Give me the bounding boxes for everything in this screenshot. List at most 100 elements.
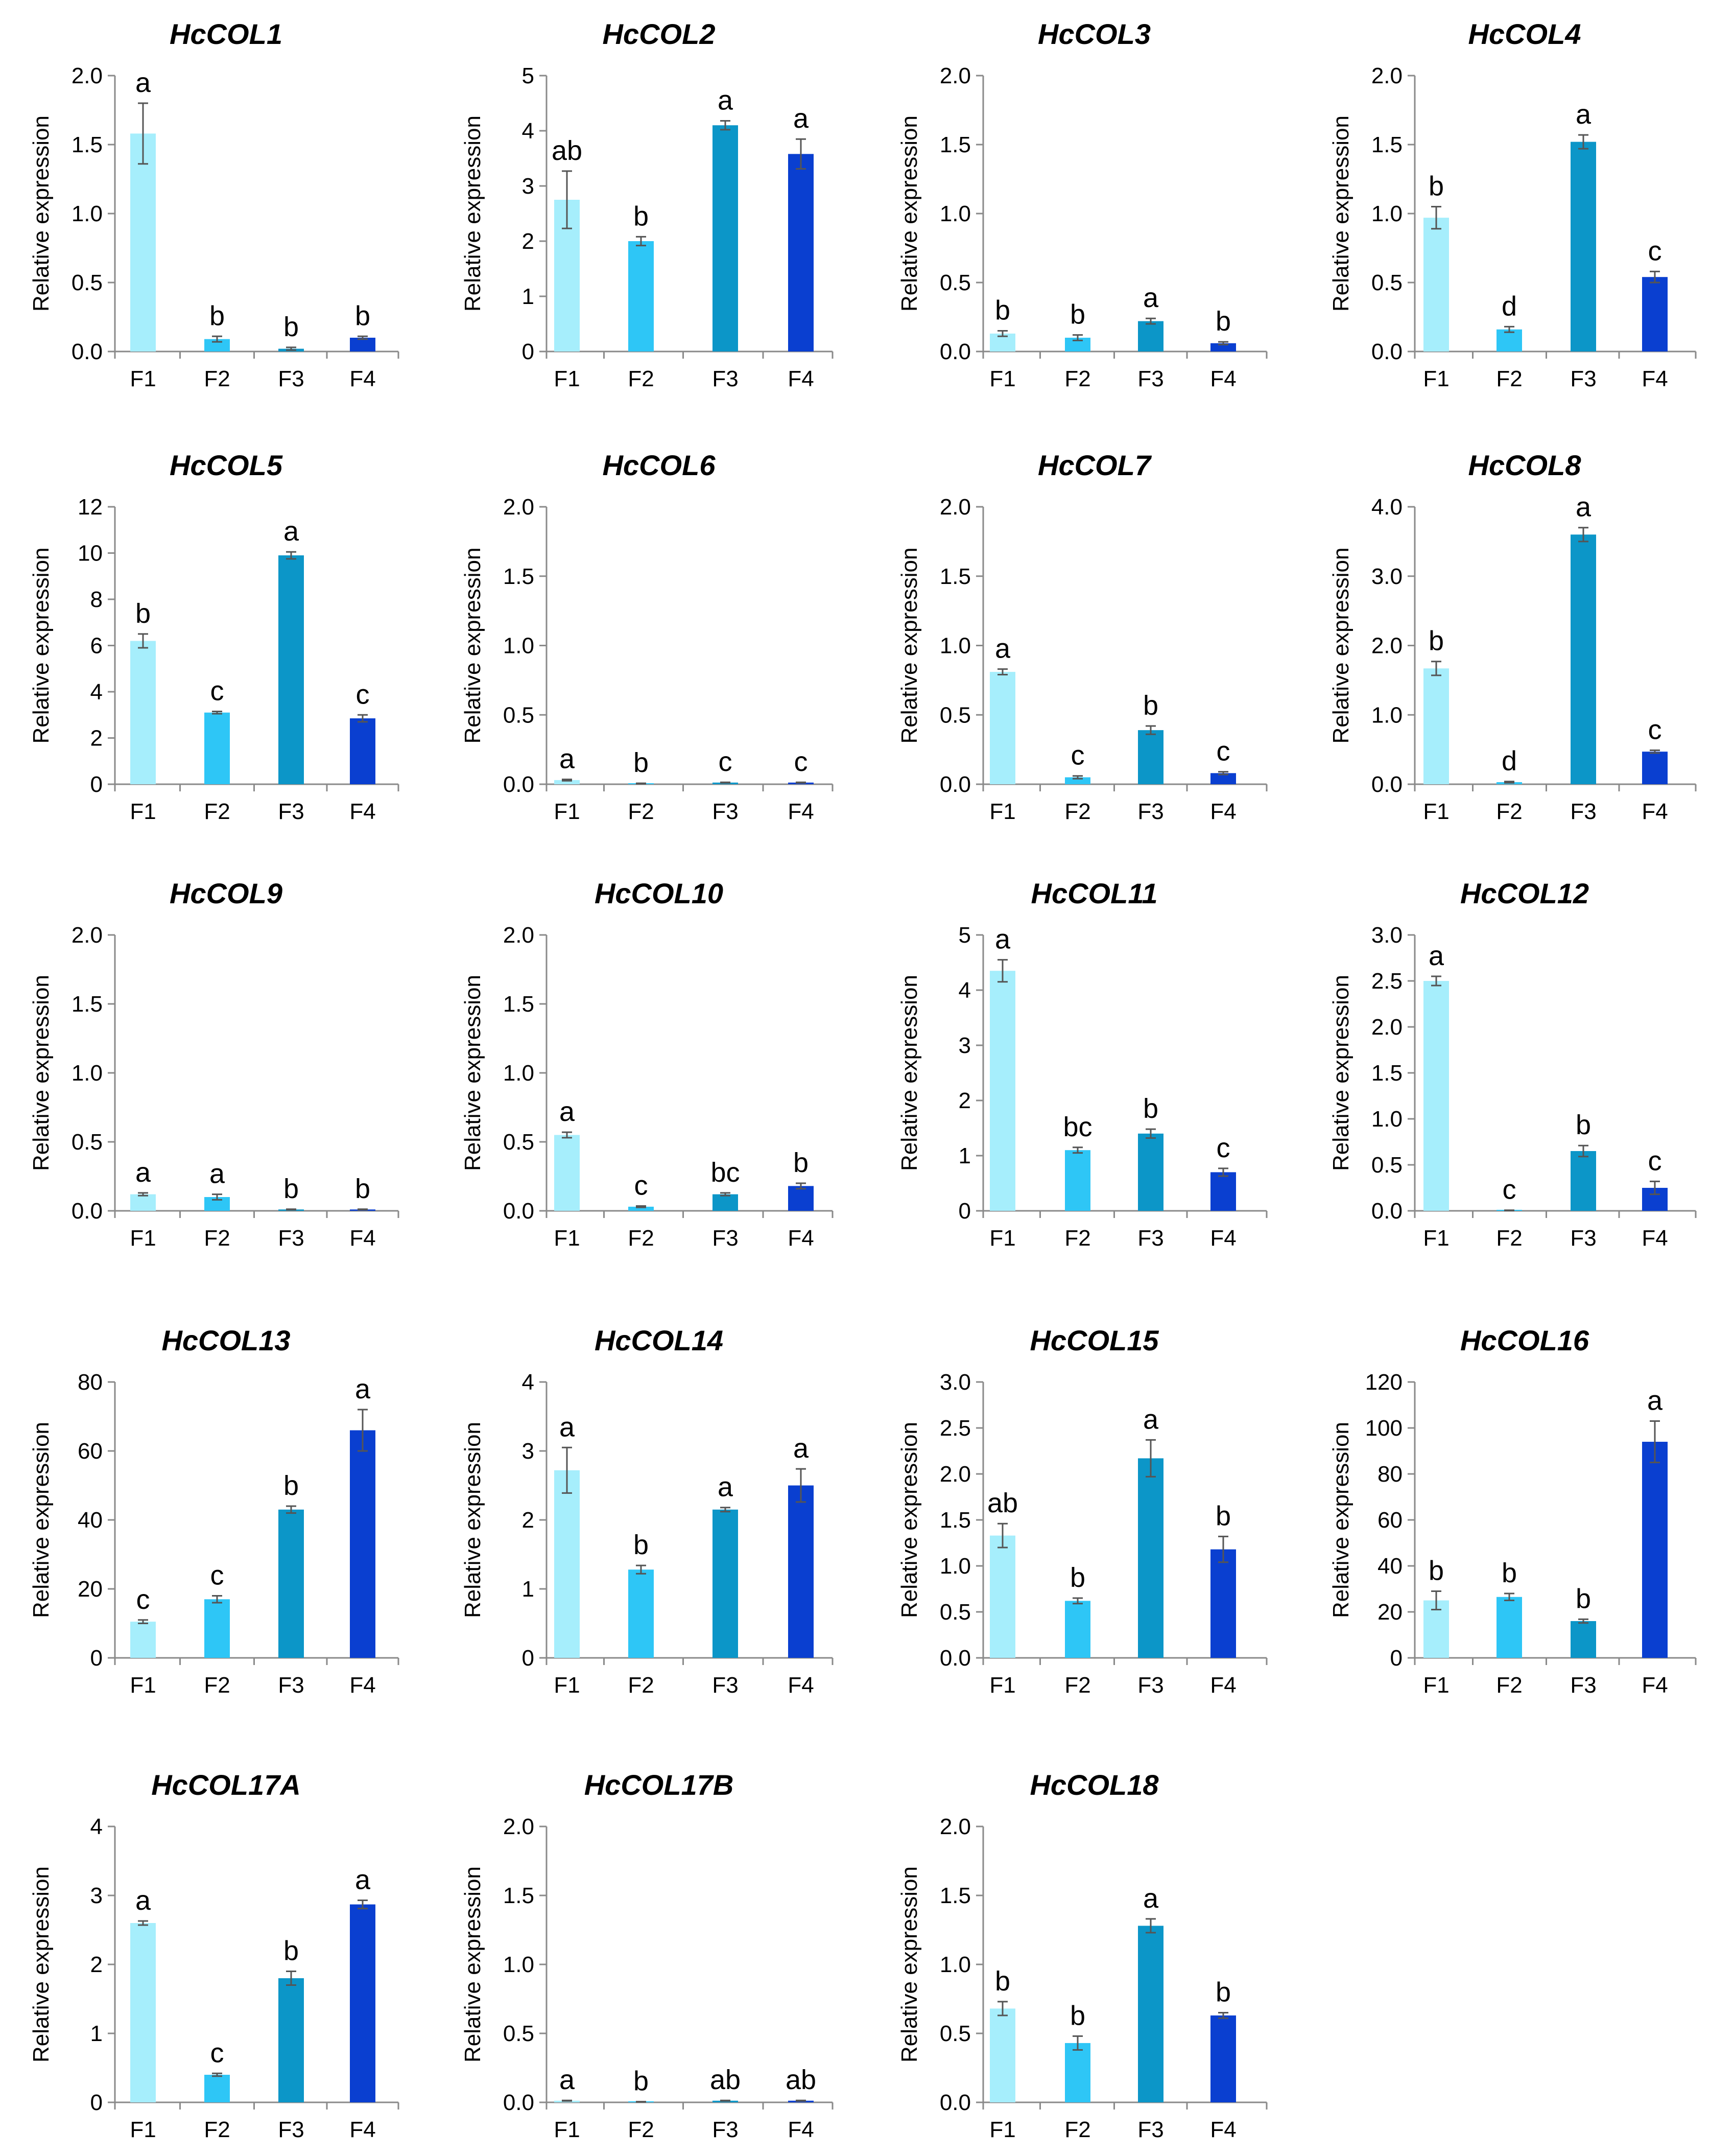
bar-f1 xyxy=(990,2008,1015,2102)
error-bar xyxy=(998,2001,1008,2017)
error-bar xyxy=(1146,1439,1156,1478)
significance-letter: b xyxy=(1502,1558,1517,1588)
error-bar xyxy=(358,1208,368,1211)
y-tick-label: 1.5 xyxy=(503,992,534,1017)
significance-letter: a xyxy=(135,67,151,98)
significance-letter: b xyxy=(633,1530,649,1560)
x-tick-label: F1 xyxy=(989,366,1015,391)
x-tick-label: F2 xyxy=(204,1673,230,1698)
x-tick-label: F2 xyxy=(628,366,654,391)
significance-letter: b xyxy=(1143,1093,1158,1124)
x-tick-label: F4 xyxy=(349,366,375,391)
significance-letter: a xyxy=(355,1374,371,1404)
significance-letter: a xyxy=(1647,1386,1663,1416)
error-bar xyxy=(358,335,368,340)
significance-letter: b xyxy=(1070,2000,1085,2031)
bar-f1 xyxy=(990,672,1015,784)
significance-letter: c xyxy=(634,1170,648,1201)
x-tick-label: F3 xyxy=(712,366,738,391)
error-bar xyxy=(636,236,646,247)
y-tick-label: 2 xyxy=(522,229,534,254)
error-bar xyxy=(1650,270,1660,284)
significance-letter: b xyxy=(633,747,649,778)
y-tick-label: 0.5 xyxy=(72,270,103,295)
x-tick-label: F3 xyxy=(1137,799,1163,824)
y-axis-label: Relative expression xyxy=(897,975,922,1171)
bar-f3 xyxy=(712,1194,738,1211)
bar-f3 xyxy=(278,1509,304,1658)
y-tick-label: 1 xyxy=(522,284,534,309)
significance-letter: b xyxy=(633,201,649,231)
error-bar xyxy=(562,1446,572,1494)
x-tick-label: F1 xyxy=(1423,799,1449,824)
error-bar xyxy=(720,120,730,131)
y-tick-label: 2.0 xyxy=(940,495,971,520)
x-tick-label: F3 xyxy=(1570,1226,1596,1251)
error-bar xyxy=(796,1468,806,1503)
significance-letter: c xyxy=(1648,714,1662,745)
error-bar xyxy=(562,1131,572,1139)
chart-title: HcCOL8 xyxy=(1468,449,1582,481)
bar-f1 xyxy=(1423,218,1449,351)
significance-letter: b xyxy=(283,312,299,342)
significance-letter: b xyxy=(1216,1501,1231,1531)
y-axis-label: Relative expression xyxy=(460,1422,485,1618)
bar-f4 xyxy=(1210,2015,1236,2102)
error-bar xyxy=(796,1182,806,1190)
error-bar xyxy=(1431,1590,1441,1610)
x-tick-label: F4 xyxy=(788,2117,814,2142)
y-tick-label: 2.0 xyxy=(1371,1015,1403,1040)
bar-f1 xyxy=(554,780,580,784)
y-axis-label: Relative expression xyxy=(460,975,485,1171)
x-tick-label: F4 xyxy=(788,799,814,824)
bar-f4 xyxy=(788,1485,814,1658)
bar-f1 xyxy=(130,1622,156,1658)
significance-letter: a xyxy=(559,1412,575,1442)
x-tick-label: F3 xyxy=(1570,799,1596,824)
chart-title: HcCOL6 xyxy=(603,449,716,481)
significance-letter: a xyxy=(718,1472,733,1503)
significance-letter: a xyxy=(209,1159,225,1189)
error-bar xyxy=(1073,334,1083,341)
x-tick-label: F4 xyxy=(1210,366,1236,391)
significance-letter: b xyxy=(209,300,225,331)
bar-f4 xyxy=(350,1904,375,2102)
y-tick-label: 0.5 xyxy=(940,1600,971,1625)
significance-letter: c xyxy=(1217,1133,1230,1163)
error-bar xyxy=(286,346,296,351)
x-tick-label: F4 xyxy=(788,1673,814,1698)
error-bar xyxy=(1650,1180,1660,1196)
bar-f1 xyxy=(130,1923,156,2102)
y-tick-label: 0.0 xyxy=(940,339,971,364)
error-bar xyxy=(796,138,806,170)
y-tick-label: 60 xyxy=(78,1439,103,1464)
bar-f1 xyxy=(1423,668,1449,784)
y-tick-label: 4.0 xyxy=(1371,495,1403,520)
y-tick-label: 0 xyxy=(90,1646,103,1671)
x-tick-label: F1 xyxy=(989,2117,1015,2142)
bar-f3 xyxy=(1138,321,1163,351)
y-tick-label: 5 xyxy=(522,63,534,88)
x-tick-label: F1 xyxy=(130,366,156,391)
error-bar xyxy=(1146,1918,1156,1934)
y-tick-label: 2 xyxy=(90,1952,103,1977)
bar-f3 xyxy=(1571,142,1596,351)
significance-letter: a xyxy=(135,1157,151,1188)
y-tick-label: 0.5 xyxy=(940,702,971,728)
y-tick-label: 0.5 xyxy=(503,2021,534,2046)
error-bar xyxy=(138,1619,148,1624)
chart-panel-hccol7: HcCOL7 Relative expression 0.0 0.5 1.0 1.5 2.0… xyxy=(897,449,1268,824)
chart-title: HcCOL4 xyxy=(1468,18,1581,50)
significance-letter: b xyxy=(1429,1556,1444,1586)
error-bar xyxy=(1650,1420,1660,1463)
chart-title: HcCOL15 xyxy=(1030,1324,1159,1356)
y-tick-label: 0.0 xyxy=(503,2090,534,2115)
x-tick-label: F2 xyxy=(1064,366,1090,391)
x-tick-label: F2 xyxy=(1496,1673,1522,1698)
x-tick-label: F4 xyxy=(349,1673,375,1698)
error-bar xyxy=(1431,206,1441,230)
significance-letter: c xyxy=(1648,236,1662,266)
bar-f4 xyxy=(788,1186,814,1211)
error-bar xyxy=(1431,661,1441,676)
